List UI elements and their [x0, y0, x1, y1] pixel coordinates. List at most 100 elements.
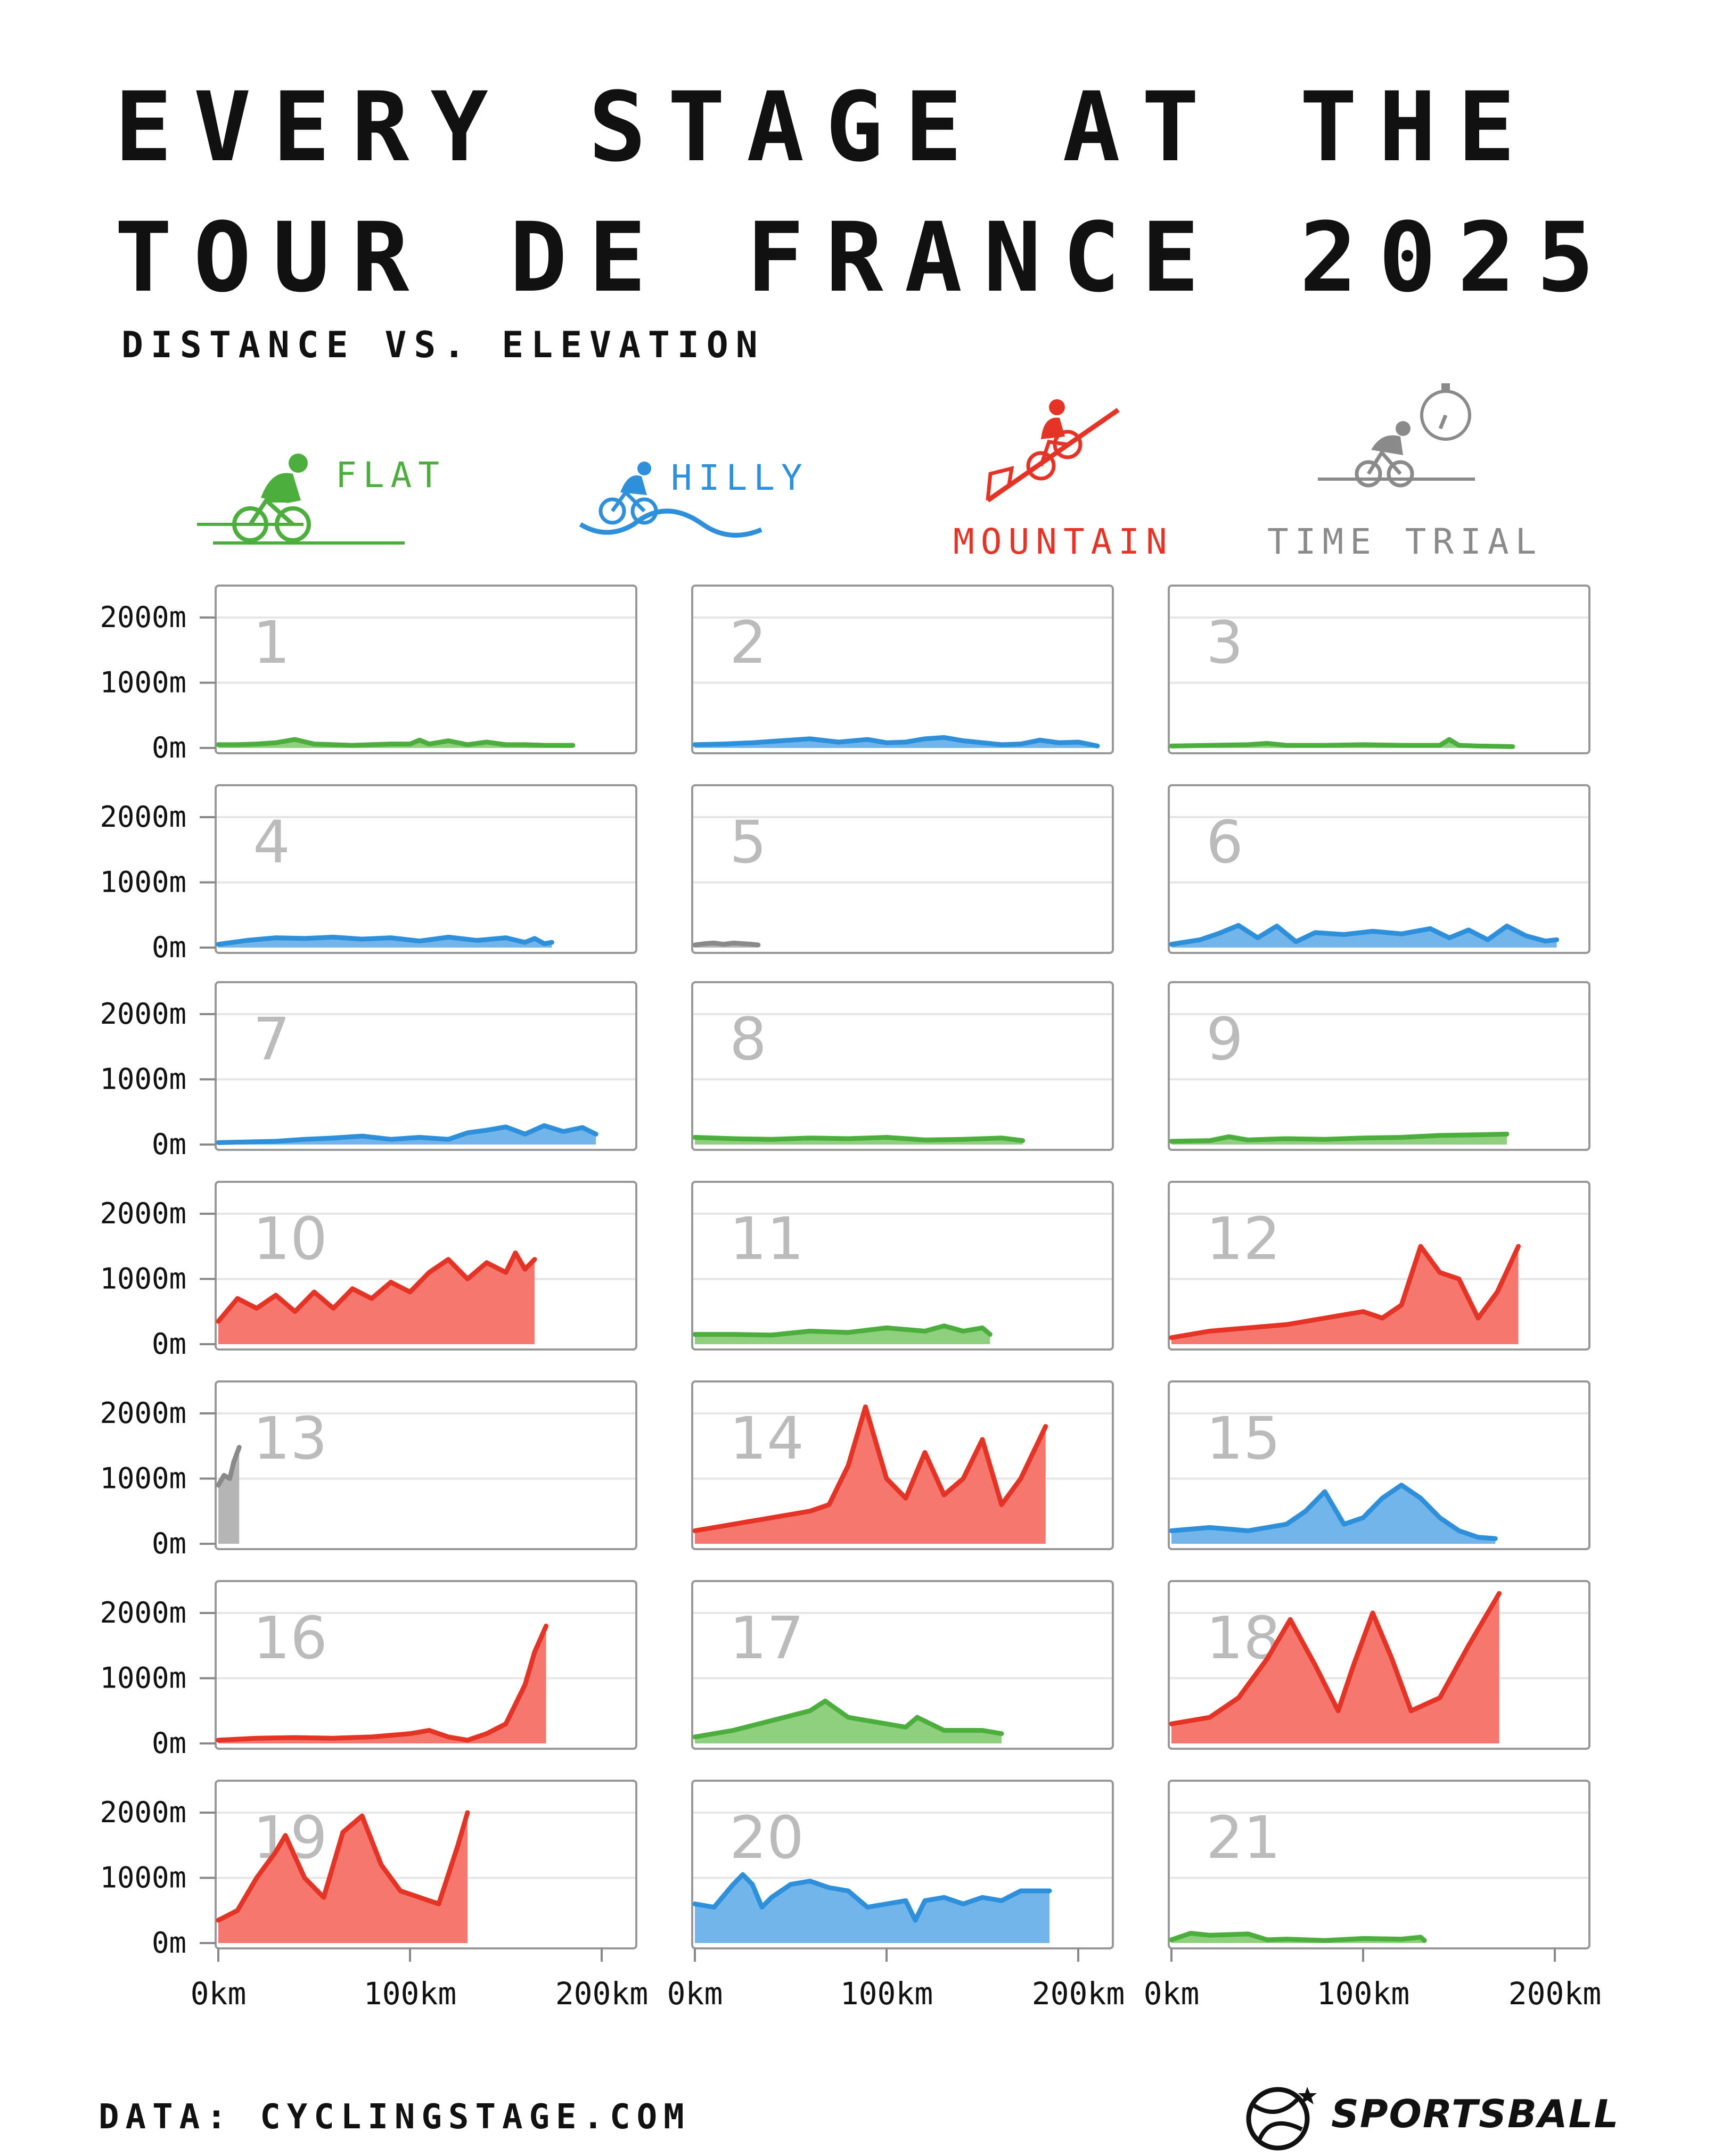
y-tick-label: 2000m: [100, 997, 186, 1031]
brand-logo: SPORTSBALL: [1331, 2092, 1620, 2136]
y-tick-label: 2000m: [100, 1197, 186, 1230]
elevation-line: [1169, 1931, 1427, 1943]
elevation-line: [692, 735, 1100, 748]
x-tick-label: 200km: [555, 1976, 649, 2012]
elevation-line: [216, 1123, 598, 1145]
elevation-area: [218, 1253, 535, 1344]
elevation-line: [692, 1698, 1004, 1740]
y-tick-label: 0m: [152, 1527, 186, 1560]
stage-panel: [691, 981, 1114, 1151]
elevation-line: [1169, 1591, 1502, 1726]
stage-number: 17: [729, 1604, 804, 1672]
legend-mountain: MOUNTAIN: [953, 521, 1174, 562]
y-tick-label: 0m: [152, 731, 186, 764]
stage-panel: [1168, 1380, 1590, 1550]
stage-panel: [215, 981, 637, 1151]
stage-number: 4: [253, 808, 290, 876]
y-tick-label: 2000m: [100, 1796, 186, 1829]
basketball-logo-icon: [1246, 2087, 1317, 2151]
elevation-area: [1171, 925, 1557, 948]
stage-profile-grid: 1 0m 1000m 2000m 2 3 4 0m 1000m 2000m 5 6 7 0m 1000m 20…: [100, 585, 1602, 2012]
stage-number: 13: [253, 1404, 327, 1472]
elevation-area: [1171, 1485, 1496, 1544]
stage-panel: [691, 1580, 1114, 1750]
elevation-area: [218, 1626, 546, 1743]
x-tick-label: 0km: [667, 1976, 723, 2012]
y-tick-label: 2000m: [100, 600, 186, 634]
y-tick-label: 2000m: [100, 1396, 186, 1430]
stage-number: 2: [729, 608, 767, 677]
stage-number: 14: [729, 1404, 804, 1472]
stage-number: 8: [729, 1005, 767, 1073]
y-tick-label: 0m: [152, 931, 186, 964]
elevation-line: [216, 1445, 242, 1488]
stage-number: 10: [253, 1205, 327, 1273]
stage-panel: [1168, 784, 1590, 954]
x-tick-label: 100km: [1317, 1976, 1410, 2012]
legend-time-trial: TIME TRIAL: [1267, 521, 1543, 562]
elevation-line: [692, 1135, 1026, 1143]
title-line-2: TOUR DE FRANCE 2025: [114, 202, 1616, 314]
stage-panel: [215, 585, 637, 754]
y-tick-label: 0m: [152, 1327, 186, 1361]
x-tick-label: 0km: [1144, 1976, 1200, 2012]
stage-number: 7: [253, 1005, 290, 1073]
stage-panel: [691, 784, 1114, 954]
elevation-line: [1169, 737, 1515, 750]
stage-number: 3: [1206, 608, 1243, 677]
elevation-line: [216, 1250, 537, 1324]
x-tick-label: 100km: [840, 1976, 933, 2012]
stage-number: 6: [1206, 808, 1243, 876]
stage-number: 1: [253, 608, 290, 677]
elevation-line: [1169, 1131, 1510, 1144]
subtitle: DISTANCE VS. ELEVATION: [121, 324, 765, 366]
x-tick-label: 100km: [364, 1976, 457, 2012]
mountain-cyclist-icon: [986, 399, 1120, 503]
stage-panel: [215, 1380, 637, 1550]
elevation-line: [1169, 923, 1560, 947]
y-tick-label: 1000m: [100, 1462, 186, 1495]
elevation-line: [216, 1810, 470, 1923]
elevation-line: [692, 1404, 1048, 1533]
legend-hilly: HILLY: [671, 457, 809, 498]
y-tick-label: 1000m: [100, 666, 186, 700]
x-tick-label: 0km: [191, 1976, 247, 2012]
stage-number: 11: [729, 1205, 804, 1273]
y-tick-label: 1000m: [100, 1262, 186, 1296]
y-tick-label: 1000m: [100, 1661, 186, 1695]
elevation-area: [218, 739, 573, 748]
y-tick-label: 2000m: [100, 1596, 186, 1630]
x-tick-label: 200km: [1032, 1976, 1125, 2012]
elevation-area: [1171, 1593, 1499, 1743]
elevation-line: [216, 1624, 549, 1743]
hilly-cyclist-icon: [579, 462, 762, 538]
time-trial-cyclist-icon: [1318, 383, 1475, 488]
elevation-line: [1169, 1483, 1498, 1541]
stage-panel: [1168, 981, 1590, 1151]
y-tick-label: 0m: [152, 1726, 186, 1760]
stage-panel: [1168, 585, 1590, 754]
stage-number: 12: [1206, 1205, 1281, 1273]
stage-number: 15: [1206, 1404, 1281, 1472]
elevation-area: [695, 1406, 1046, 1544]
stage-panel: [215, 784, 637, 954]
y-tick-label: 1000m: [100, 1861, 186, 1895]
title-line-1: EVERY STAGE AT THE: [114, 72, 1537, 183]
stage-panel: [1168, 1780, 1590, 1949]
y-tick-label: 0m: [152, 1926, 186, 1960]
elevation-line: [692, 1323, 993, 1338]
stage-panel: [691, 585, 1114, 754]
elevation-line: [216, 737, 576, 748]
stage-number: 21: [1206, 1804, 1281, 1872]
y-tick-label: 1000m: [100, 1063, 186, 1096]
data-source: DATA: CYCLINGSTAGE.COM: [99, 2097, 691, 2137]
elevation-line: [1169, 1244, 1521, 1340]
y-tick-label: 0m: [152, 1128, 186, 1161]
elevation-area: [1171, 1246, 1519, 1344]
elevation-area: [218, 1447, 240, 1544]
stage-number: 9: [1206, 1005, 1243, 1073]
x-tick-label: 200km: [1508, 1976, 1602, 2012]
stage-number: 16: [253, 1604, 327, 1672]
stage-panel: [691, 1181, 1114, 1351]
elevation-line: [216, 934, 554, 947]
